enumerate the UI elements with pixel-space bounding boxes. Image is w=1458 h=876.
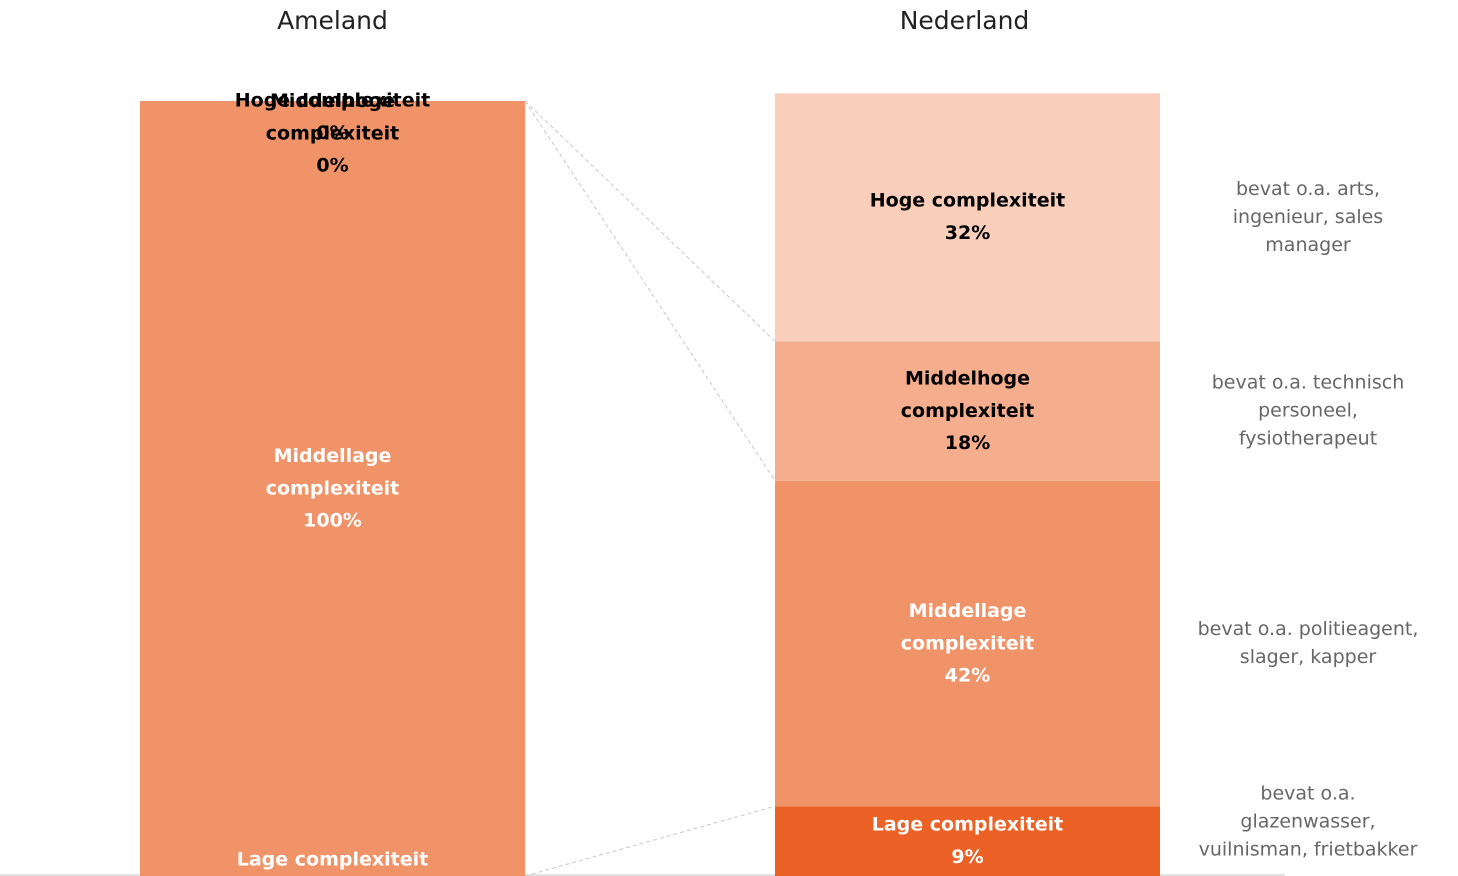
annotation: fysiotherapeut: [1239, 428, 1377, 450]
segment-name: Lage complexiteit: [872, 813, 1063, 835]
connector-line: [524, 805, 776, 876]
annotation: vuilnisman, frietbakker: [1199, 839, 1418, 861]
annotation: slager, kapper: [1240, 646, 1377, 668]
segment-name: Middelhoge complexiteit: [901, 367, 1034, 422]
segment-name-line: Middellage: [909, 600, 1027, 622]
segment-name-line: complexiteit: [901, 632, 1034, 654]
connector-line: [524, 100, 776, 482]
segment-name-line: complexiteit: [266, 122, 399, 144]
segment-name: Lage complexiteit: [237, 848, 428, 870]
category-label: Nederland: [900, 6, 1030, 35]
value-label: 42%: [945, 665, 990, 687]
segment-name-line: complexiteit: [266, 477, 399, 499]
annotation: bevat o.a. arts,: [1236, 178, 1380, 200]
category-label: Ameland: [277, 6, 388, 35]
annotation: bevat o.a. technisch: [1212, 372, 1405, 394]
value-label: 9%: [951, 846, 983, 868]
segment-name: Middellage complexiteit: [266, 445, 399, 500]
annotation: personeel,: [1258, 400, 1358, 422]
segment-name: Hoge complexiteit: [235, 90, 431, 112]
segment-name: Middellage complexiteit: [901, 600, 1034, 655]
segment-name: Middelhoge complexiteit: [266, 90, 399, 145]
value-label: 0%: [316, 122, 348, 144]
value-label: 18%: [945, 432, 990, 454]
segment-name: Hoge complexiteit: [870, 190, 1066, 212]
segment-name-line: complexiteit: [901, 400, 1034, 422]
bar-segment: [775, 93, 1160, 342]
annotation: glazenwasser,: [1240, 811, 1375, 833]
bar-segment: [140, 101, 525, 876]
annotation: ingenieur, sales: [1233, 206, 1383, 228]
connector-line: [524, 100, 776, 342]
bar-segment: [775, 806, 1160, 876]
bar-segment: [775, 341, 1160, 481]
segment-name-line: Middelhoge: [270, 90, 395, 112]
value-label: 32%: [945, 222, 990, 244]
annotation: bevat o.a. politieagent,: [1198, 618, 1419, 640]
value-label: 0%: [316, 155, 348, 177]
value-label: 100%: [303, 510, 362, 532]
segment-name-line: Middelhoge: [905, 367, 1030, 389]
bar-segment: [775, 480, 1160, 807]
segment-name-line: Middellage: [274, 445, 392, 467]
annotation: bevat o.a.: [1260, 783, 1355, 805]
annotation: manager: [1265, 234, 1351, 256]
